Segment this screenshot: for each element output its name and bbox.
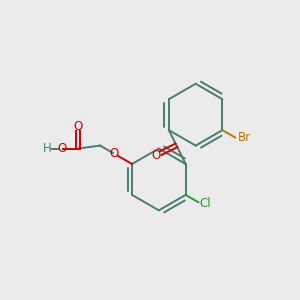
Text: H: H xyxy=(43,142,52,155)
Text: O: O xyxy=(151,149,160,162)
Text: O: O xyxy=(110,147,119,160)
Text: O: O xyxy=(57,142,67,155)
Text: Cl: Cl xyxy=(200,197,212,210)
Text: Br: Br xyxy=(238,131,250,144)
Text: O: O xyxy=(74,120,83,133)
